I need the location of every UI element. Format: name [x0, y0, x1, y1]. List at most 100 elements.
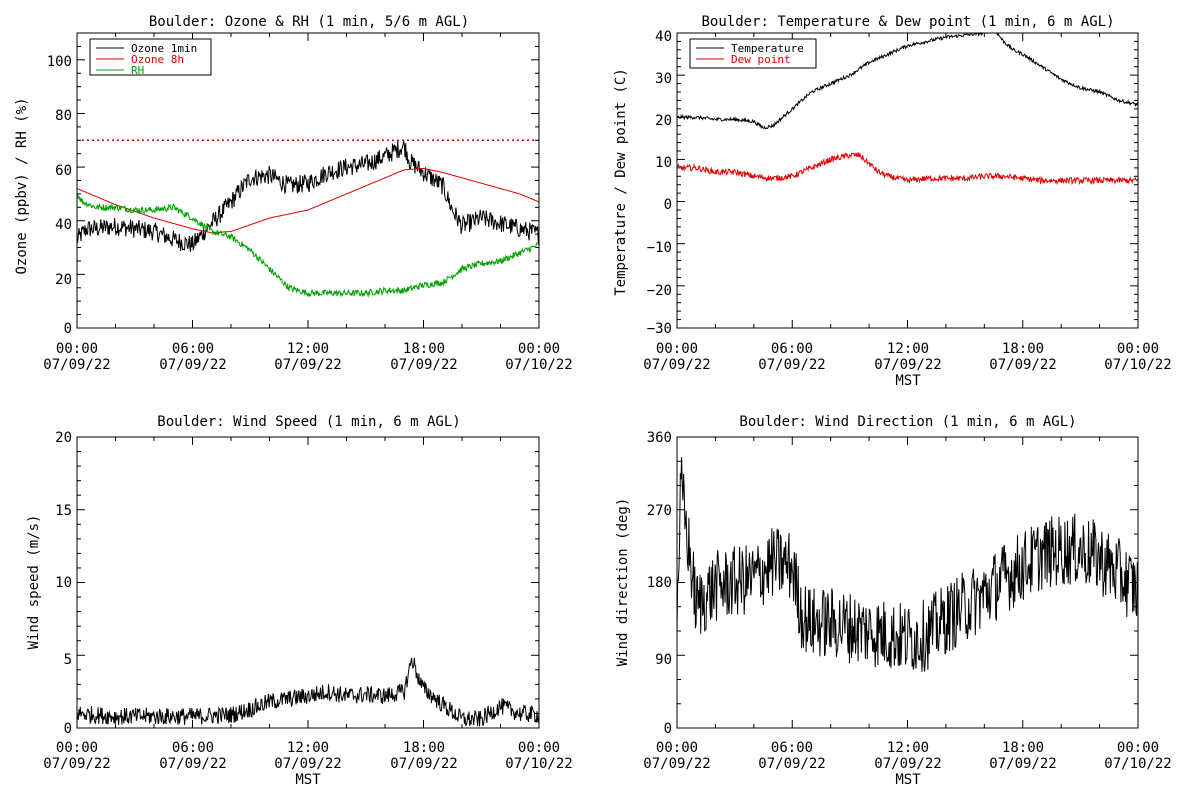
x-axis-label: MST	[895, 373, 921, 389]
temperature-dewpoint-panel: Boulder: Temperature & Dew point (1 min,…	[613, 14, 1172, 389]
series-line-rh	[76, 193, 540, 298]
chart-title: Boulder: Ozone & RH (1 min, 5/6 m AGL)	[149, 14, 469, 30]
series-line-p2-0	[76, 657, 540, 727]
x-axis-label: MST	[895, 772, 921, 788]
x-tick-time: 06:00	[771, 740, 813, 756]
x-tick-labels: 00:00 07/09/22 06:00 07/09/22 12:00 07/0…	[43, 341, 572, 373]
x-tick-date: 07/09/22	[43, 756, 110, 772]
wind-speed-panel: Boulder: Wind Speed (1 min, 6 m AGL) Win…	[26, 414, 573, 788]
x-tick-date: 07/10/22	[505, 357, 572, 373]
y-tick-label: 360	[647, 430, 672, 446]
x-tick-date: 07/10/22	[505, 756, 572, 772]
x-tick-time: 12:00	[887, 341, 929, 357]
plot-frame	[76, 436, 540, 729]
plot-frame	[76, 32, 540, 329]
series-line-dew-point	[676, 152, 1139, 186]
y-tick-label: 20	[655, 113, 672, 129]
y-tick-label: −20	[647, 283, 672, 299]
y-tick-label: 0	[64, 321, 72, 337]
legend-label: RH	[131, 64, 144, 77]
x-tick-time: 18:00	[1002, 341, 1044, 357]
y-tick-label: 40	[55, 217, 72, 233]
y-tick-label: 90	[655, 652, 672, 668]
y-tick-label: −10	[647, 240, 672, 256]
y-tick-label: 100	[47, 54, 72, 70]
x-tick-time: 12:00	[287, 341, 329, 357]
legend-label: Dew point	[731, 53, 791, 66]
x-tick-time: 00:00	[1117, 341, 1159, 357]
x-tick-time: 00:00	[518, 740, 560, 756]
y-tick-label: 20	[55, 272, 72, 288]
x-tick-date: 07/09/22	[643, 357, 710, 373]
plot-frame	[676, 32, 1139, 329]
y-tick-label: 80	[55, 108, 72, 124]
x-tick-time: 06:00	[771, 341, 813, 357]
x-tick-time: 00:00	[56, 341, 98, 357]
y-tick-label: −30	[647, 321, 672, 337]
x-tick-date: 07/09/22	[390, 756, 457, 772]
legend-label: Ozone 8h	[131, 53, 184, 66]
plot-frame	[676, 436, 1139, 729]
y-tick-label: 5	[64, 652, 72, 668]
y-axis-label: Wind direction (deg)	[615, 498, 631, 667]
legend-label: Ozone 1min	[131, 42, 197, 55]
legend: Ozone 1min Ozone 8h RH	[89, 38, 212, 77]
x-tick-date: 07/09/22	[274, 357, 341, 373]
x-tick-time: 18:00	[1002, 740, 1044, 756]
y-axis-label: Temperature / Dew point (C)	[613, 68, 629, 296]
x-tick-labels: 00:00 07/09/22 06:00 07/09/22 12:00 07/0…	[43, 740, 572, 772]
x-tick-date: 07/09/22	[159, 357, 226, 373]
legend-box	[689, 38, 817, 69]
x-tick-time: 00:00	[56, 740, 98, 756]
x-tick-date: 07/09/22	[874, 756, 941, 772]
x-tick-time: 12:00	[887, 740, 929, 756]
x-axis-label: MST	[295, 772, 321, 788]
x-tick-date: 07/09/22	[758, 357, 825, 373]
x-tick-date: 07/09/22	[390, 357, 457, 373]
y-tick-label: 40	[655, 29, 672, 45]
y-tick-label: 20	[55, 430, 72, 446]
y-tick-label: 270	[647, 503, 672, 519]
wind-direction-panel: Boulder: Wind Direction (1 min, 6 m AGL)…	[615, 414, 1172, 788]
x-tick-time: 00:00	[518, 341, 560, 357]
y-tick-label: 0	[664, 721, 672, 737]
x-tick-date: 07/09/22	[758, 756, 825, 772]
y-tick-label: 0	[664, 197, 672, 213]
y-tick-label: 60	[55, 163, 72, 179]
legend-box	[89, 38, 212, 76]
series-line-ozone-1min	[76, 140, 540, 252]
y-tick-label: 10	[655, 155, 672, 171]
x-tick-time: 12:00	[287, 740, 329, 756]
x-tick-date: 07/09/22	[274, 756, 341, 772]
x-tick-time: 00:00	[1117, 740, 1159, 756]
y-tick-label: 30	[655, 71, 672, 87]
y-tick-labels: 0 90 180 270 360	[647, 430, 672, 737]
x-tick-date: 07/09/22	[159, 756, 226, 772]
chart-title: Boulder: Temperature & Dew point (1 min,…	[701, 14, 1114, 30]
x-tick-date: 07/09/22	[989, 756, 1056, 772]
series-line-temperature	[676, 31, 1139, 130]
x-tick-time: 06:00	[172, 341, 214, 357]
y-axis-label: Wind speed (m/s)	[26, 515, 42, 650]
x-tick-time: 00:00	[656, 341, 698, 357]
y-tick-label: 180	[647, 575, 672, 591]
x-tick-date: 07/10/22	[1104, 756, 1171, 772]
x-tick-labels: 00:00 07/09/22 06:00 07/09/22 12:00 07/0…	[643, 740, 1171, 772]
x-tick-date: 07/09/22	[643, 756, 710, 772]
chart-title: Boulder: Wind Direction (1 min, 6 m AGL)	[739, 414, 1076, 430]
x-tick-date: 07/09/22	[874, 357, 941, 373]
x-tick-date: 07/09/22	[43, 357, 110, 373]
x-tick-time: 00:00	[656, 740, 698, 756]
y-axis-label: Ozone (ppbv) / RH (%)	[14, 97, 30, 274]
x-tick-date: 07/10/22	[1104, 357, 1171, 373]
y-tick-label: 10	[55, 575, 72, 591]
legend: Temperature Dew point	[689, 38, 817, 69]
series-line-p3-0	[676, 457, 1139, 672]
x-tick-date: 07/09/22	[989, 357, 1056, 373]
x-tick-time: 18:00	[403, 740, 445, 756]
x-tick-time: 18:00	[403, 341, 445, 357]
y-tick-label: 0	[64, 721, 72, 737]
y-tick-labels: −30 −20 −10 0 10 20 30 40	[647, 29, 672, 337]
ozone-rh-panel: Boulder: Ozone & RH (1 min, 5/6 m AGL) O…	[14, 14, 573, 373]
